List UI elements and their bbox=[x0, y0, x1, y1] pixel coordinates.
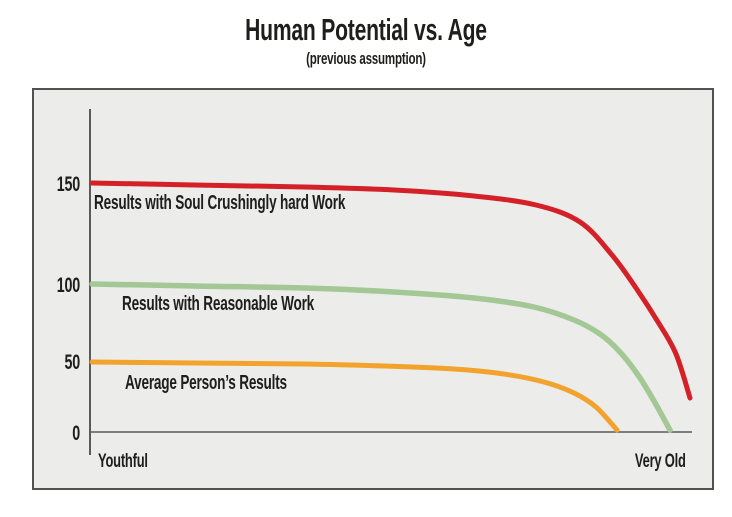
y-tick-50: 50 bbox=[64, 351, 81, 374]
plot-area: 150 100 50 0 Results with Soul Crushingl… bbox=[32, 88, 714, 490]
series-red-path bbox=[89, 180, 693, 401]
chart-title: Human Potential vs. Age bbox=[245, 12, 487, 47]
x-label-youthful: Youthful bbox=[98, 451, 148, 472]
series-label-average: Average Person’s Results bbox=[125, 372, 287, 394]
series-label-reasonable: Results with Reasonable Work bbox=[122, 293, 315, 315]
series-orange-path bbox=[89, 359, 620, 433]
series-label-soul-crushing: Results with Soul Crushingly hard Work bbox=[94, 192, 346, 214]
y-tick-150: 150 bbox=[56, 173, 80, 196]
chart-subtitle: (previous assumption) bbox=[306, 49, 426, 68]
y-tick-0: 0 bbox=[72, 422, 80, 445]
series-green-path bbox=[89, 281, 673, 433]
x-label-very-old: Very Old bbox=[635, 451, 686, 472]
y-tick-100: 100 bbox=[56, 274, 80, 297]
plot-canvas bbox=[89, 109, 693, 455]
